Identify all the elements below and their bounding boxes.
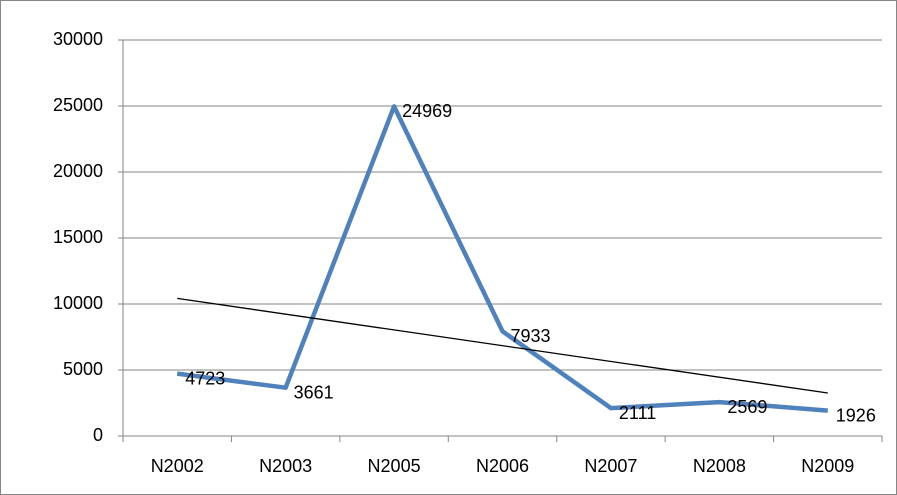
x-tick-label: N2006	[476, 456, 529, 476]
line-series	[176, 104, 828, 413]
y-tick-label: 0	[93, 425, 103, 445]
data-label: 24969	[402, 101, 452, 121]
data-label: 2569	[727, 397, 767, 417]
x-tick-label: N2007	[584, 456, 637, 476]
x-tick-label: N2009	[801, 456, 854, 476]
x-tick-label: N2003	[259, 456, 312, 476]
data-label: 3661	[294, 382, 334, 402]
y-tick-label: 25000	[53, 95, 103, 115]
y-tick-label: 20000	[53, 161, 103, 181]
data-label: 2111	[619, 403, 656, 423]
trendline	[177, 297, 828, 394]
y-tick-label: 15000	[53, 227, 103, 247]
y-tick-label: 5000	[63, 359, 103, 379]
data-label: 1926	[836, 405, 876, 425]
x-tick-label: N2005	[368, 456, 421, 476]
data-label: 7933	[511, 326, 551, 346]
x-tick-label: N2002	[151, 456, 204, 476]
y-tick-label: 30000	[53, 29, 103, 49]
y-tick-label: 10000	[53, 293, 103, 313]
x-tick-label: N2008	[693, 456, 746, 476]
data-label: 4723	[185, 368, 225, 388]
